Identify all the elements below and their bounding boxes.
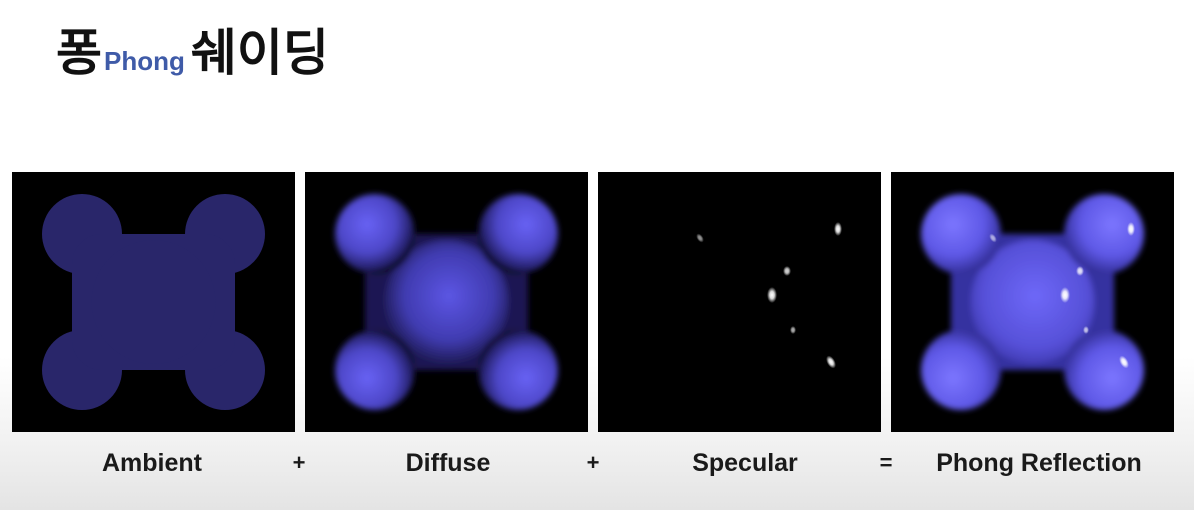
plus-sign-1: + [292, 450, 306, 475]
label-ambient: Ambient [102, 449, 202, 477]
title-korean-1: 퐁 [56, 24, 102, 82]
diffuse-shape-image [335, 194, 558, 410]
phong-reflection-render [891, 172, 1174, 432]
label-phong-reflection: Phong Reflection [936, 449, 1142, 477]
slide-title: 퐁Phong 쉐이딩 [56, 14, 329, 100]
title-korean-2: 쉐이딩 [190, 24, 329, 82]
ambient-shape-image [42, 194, 265, 410]
equals-sign: = [879, 450, 893, 475]
label-diffuse: Diffuse [405, 449, 491, 477]
diffuse-render [305, 172, 588, 432]
label-specular: Specular [692, 449, 798, 477]
specular-highlights-image [696, 222, 842, 369]
phong-shape-image [921, 194, 1144, 410]
plus-sign-2: + [586, 450, 600, 475]
specular-render [598, 172, 881, 432]
ambient-render [12, 172, 295, 432]
title-english: Phong [104, 46, 185, 76]
